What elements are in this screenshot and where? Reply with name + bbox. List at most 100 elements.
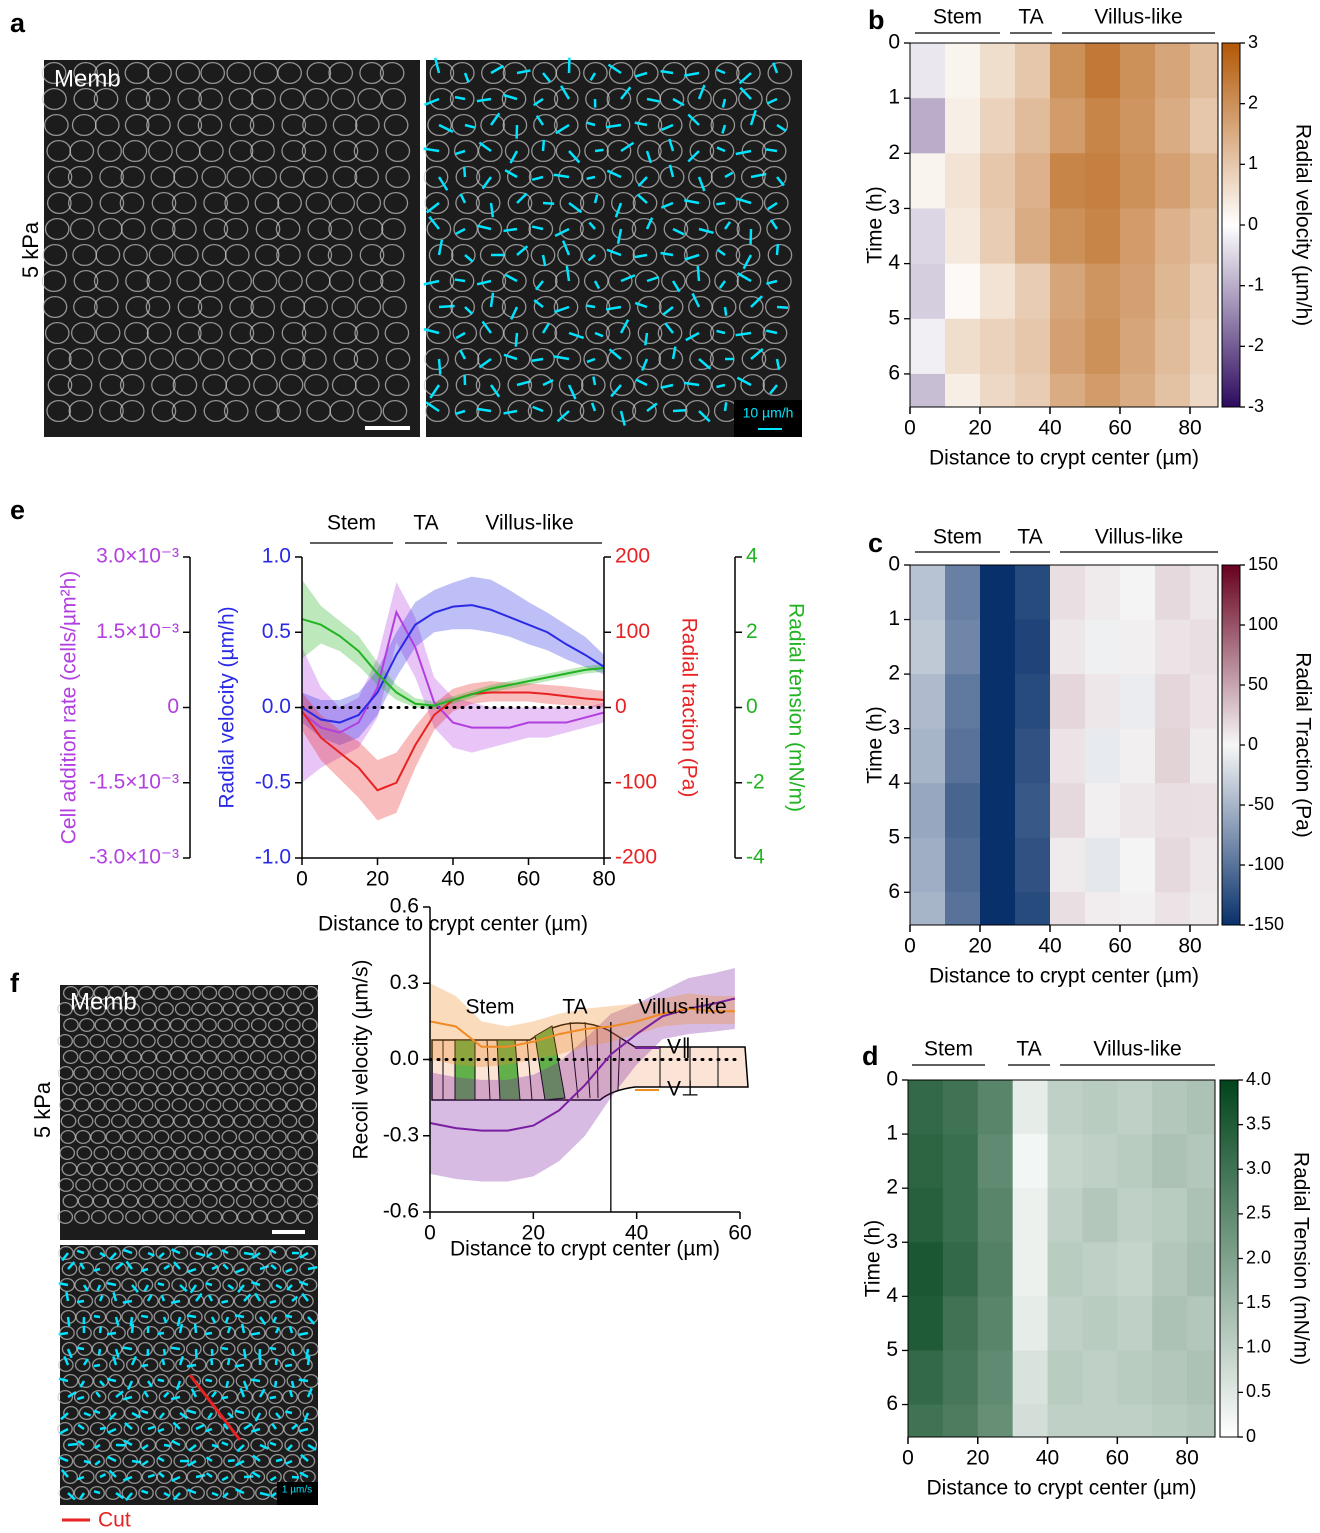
cell-outline xyxy=(89,1033,106,1049)
flow-arrow xyxy=(531,357,544,362)
cell-outline xyxy=(454,399,480,423)
x-tick-label: 80 xyxy=(1178,935,1201,958)
flow-arrow xyxy=(516,192,528,204)
cell-outline xyxy=(223,1033,239,1049)
cell-outline xyxy=(689,347,714,371)
cell-outline xyxy=(74,1209,90,1225)
cell-outline xyxy=(238,1277,255,1293)
heatmap-cell xyxy=(1085,837,1121,893)
flow-arrow xyxy=(122,1346,133,1351)
heatmap-cell xyxy=(1085,318,1121,375)
y-tick-label: 0.0 xyxy=(390,1047,419,1070)
heatmap-cell xyxy=(945,837,981,893)
cell-outline xyxy=(177,87,203,111)
cell-outline xyxy=(684,399,710,423)
y-tick-label: 3 xyxy=(886,1230,898,1253)
cell-outline xyxy=(122,1373,139,1389)
y-axis-title: Radial tension (mN/m) xyxy=(784,603,807,812)
heatmap-cell xyxy=(1117,1350,1153,1406)
cell-outline xyxy=(222,1001,239,1017)
heatmap-cell xyxy=(1117,1404,1153,1438)
x-tick-label: 60 xyxy=(1108,935,1131,958)
heatmap-cell xyxy=(1117,1080,1153,1135)
flow-arrow xyxy=(489,384,501,398)
cell-outline xyxy=(73,269,99,293)
cell-outline xyxy=(142,1113,159,1129)
cell-outline xyxy=(301,321,327,345)
heatmap-cell xyxy=(977,1134,1014,1189)
cell-outline xyxy=(223,1065,239,1081)
colorbar-tick-label: 0 xyxy=(1248,214,1258,234)
heatmap-cell xyxy=(1050,565,1086,621)
image-membrane xyxy=(60,985,318,1240)
heatmap-cell xyxy=(980,728,1016,784)
cell-outline xyxy=(90,1001,106,1017)
cell-outline xyxy=(736,61,761,85)
cell-outline xyxy=(106,1341,123,1357)
cell-outline xyxy=(270,1161,287,1177)
cell-outline xyxy=(710,113,736,137)
heatmap-cell xyxy=(910,318,946,375)
cell-outline xyxy=(173,165,199,189)
flow-arrow xyxy=(193,1323,198,1334)
cell-outline xyxy=(761,139,787,163)
y-tick-label: 0.6 xyxy=(390,895,419,918)
heatmap-cell xyxy=(1155,373,1191,408)
cell-outline xyxy=(276,399,302,423)
heatmap-cell xyxy=(1155,728,1191,784)
flow-arrow xyxy=(735,149,752,156)
x-tick-label: 60 xyxy=(1106,1447,1129,1470)
cell-outline xyxy=(533,87,559,111)
cell-outline xyxy=(219,1341,236,1357)
heatmap-cell xyxy=(945,98,981,154)
cell-outline xyxy=(687,87,712,111)
flow-arrow xyxy=(251,1471,261,1479)
flow-arrow xyxy=(476,224,492,231)
cell-outline xyxy=(109,1357,125,1373)
cell-outline xyxy=(250,1177,267,1193)
cell-outline xyxy=(271,1277,287,1293)
cell-outline xyxy=(281,1113,298,1129)
y-axis-title: Cell addition rate (cells/µm²h) xyxy=(58,571,81,845)
cell-outline xyxy=(265,1113,281,1129)
cell-outline xyxy=(254,1129,271,1145)
x-axis-title: Distance to crypt center (µm) xyxy=(929,965,1199,988)
cell-outline xyxy=(579,191,605,215)
cell-outline xyxy=(584,139,609,163)
flow-arrow xyxy=(736,376,752,387)
legend-label: V∥ xyxy=(667,1036,692,1059)
heatmap-cell xyxy=(1155,674,1191,730)
flow-arrow xyxy=(438,304,455,309)
cell-outline xyxy=(224,243,250,267)
cell-outline xyxy=(255,399,280,423)
cell-outline xyxy=(158,1113,174,1129)
cell-outline xyxy=(78,985,95,1001)
cell-outline xyxy=(197,321,223,345)
flow-arrow xyxy=(593,280,601,290)
cell-outline xyxy=(353,139,379,163)
cell-outline xyxy=(120,217,146,241)
cell-outline xyxy=(174,1033,190,1049)
heatmap-cell xyxy=(1190,98,1219,154)
cell-outline xyxy=(266,1469,282,1485)
cell-outline xyxy=(714,61,740,85)
flow-arrow xyxy=(195,1423,205,1431)
y-tick-label: 1 xyxy=(888,86,900,109)
flow-arrow xyxy=(698,358,712,370)
heatmap-cell xyxy=(1012,1296,1049,1351)
x-tick-label: 20 xyxy=(522,1222,545,1245)
flow-arrow xyxy=(723,402,728,412)
cell-outline xyxy=(63,1405,79,1421)
cell-outline xyxy=(354,113,380,137)
flow-arrow xyxy=(58,1282,69,1287)
cell-outline xyxy=(121,1161,138,1177)
cell-outline xyxy=(121,1097,137,1113)
cell-outline xyxy=(73,1001,90,1017)
cell-outline xyxy=(281,139,307,163)
cell-outline xyxy=(267,1389,283,1405)
flow-arrow xyxy=(61,1252,69,1262)
colorbar-tick-label: 3 xyxy=(1248,32,1258,52)
cell-outline xyxy=(255,1485,271,1501)
cell-outline xyxy=(147,61,172,85)
heatmap-cell xyxy=(977,1350,1014,1406)
